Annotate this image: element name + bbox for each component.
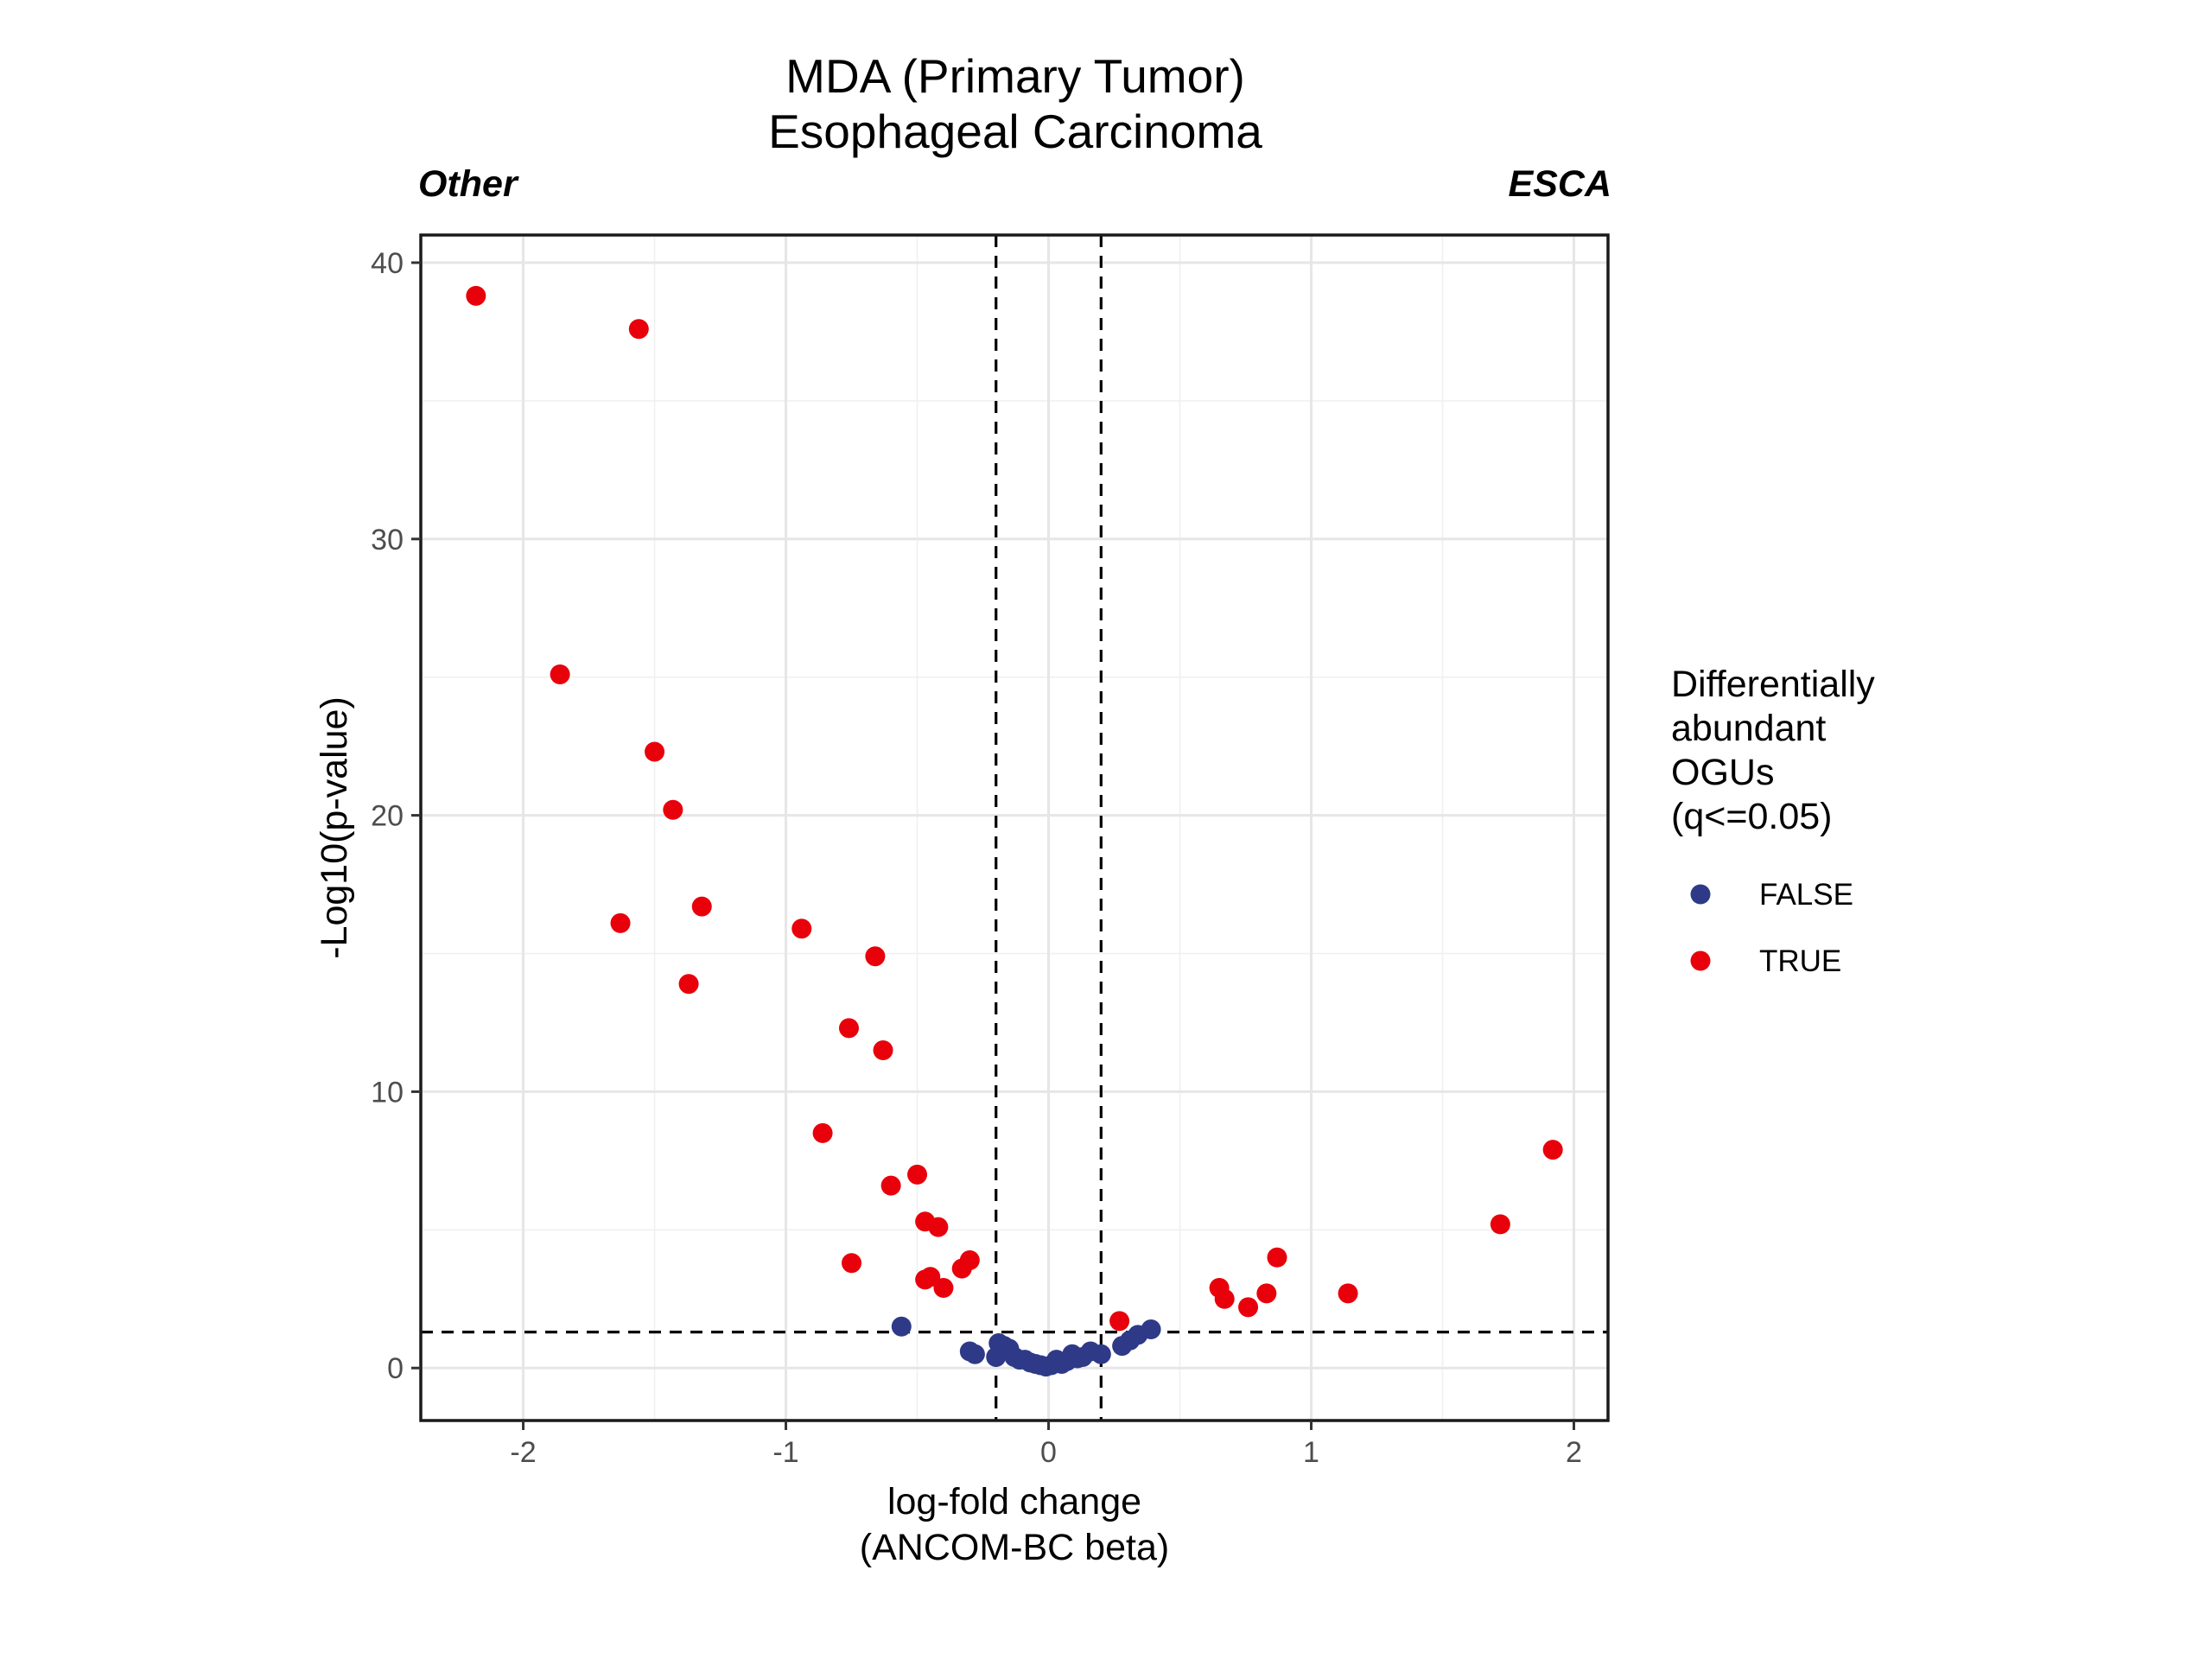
threshold-lines [421, 235, 1608, 1421]
data-point-true [873, 1039, 893, 1060]
data-point-true [907, 1164, 928, 1185]
legend-title-line-4: (q<=0.05) [1671, 796, 1832, 837]
data-point-true [1214, 1288, 1235, 1309]
plot-panel-border [419, 233, 1610, 1422]
data-point-true [951, 1258, 972, 1279]
x-tick-label: 1 [1303, 1436, 1319, 1469]
left-group-label: Other [418, 163, 519, 205]
data-point-false [964, 1344, 985, 1364]
y-tick-label: 10 [371, 1076, 404, 1109]
data-point-true [1338, 1283, 1358, 1304]
x-tick-label: 0 [1040, 1436, 1057, 1469]
data-point-true [865, 946, 886, 967]
legend-label-false: FALSE [1759, 878, 1853, 912]
data-point-true [1542, 1140, 1563, 1160]
x-tick-label: 2 [1566, 1436, 1582, 1469]
data-point-true [1490, 1214, 1510, 1235]
chart-title-line-1: MDA (Primary Tumor) [785, 49, 1245, 103]
y-tick-label: 0 [387, 1352, 404, 1385]
x-tick-label: -2 [510, 1436, 536, 1469]
data-point-true [915, 1269, 936, 1290]
data-point-true [1238, 1297, 1259, 1318]
chart-title-line-2: Esophageal Carcinoma [768, 105, 1262, 158]
data-point-true [466, 285, 486, 306]
legend-title-line-3: OGUs [1671, 752, 1774, 793]
legend: Differentially abundant OGUs (q<=0.05) F… [1671, 664, 1875, 978]
legend-key-true [1690, 950, 1711, 971]
legend-entries: FALSE TRUE [1690, 878, 1853, 978]
data-points [466, 285, 1563, 1377]
data-point-true [838, 1018, 859, 1039]
x-axis-title-line-1: log-fold change [887, 1481, 1141, 1522]
data-point-true [610, 912, 631, 933]
y-axis: 0 10 20 30 40 [371, 247, 421, 1385]
x-axis-title-line-2: (ANCOM-BC beta) [860, 1527, 1169, 1568]
data-point-true [678, 974, 699, 995]
data-point-true [842, 1253, 862, 1274]
data-point-false [891, 1316, 912, 1337]
legend-label-true: TRUE [1759, 944, 1841, 978]
y-tick-label: 40 [371, 247, 404, 280]
right-group-label: ESCA [1509, 163, 1611, 205]
data-point-true [628, 319, 649, 340]
data-point-true [550, 664, 570, 685]
data-point-true [1256, 1283, 1277, 1304]
data-point-true [1109, 1311, 1130, 1332]
data-point-true [933, 1277, 954, 1298]
data-point-true [1267, 1247, 1287, 1268]
y-axis-title: -Log10(p-value) [314, 696, 355, 959]
y-tick-label: 20 [371, 800, 404, 833]
data-point-true [928, 1217, 949, 1237]
data-point-false [1090, 1344, 1111, 1364]
legend-title-line-1: Differentially [1671, 664, 1875, 705]
data-point-true [880, 1175, 901, 1196]
legend-key-false [1690, 884, 1711, 905]
legend-title-line-2: abundant [1671, 708, 1826, 749]
data-point-true [645, 741, 665, 762]
data-point-true [812, 1122, 833, 1143]
data-point-true [791, 918, 812, 939]
data-point-true [691, 896, 712, 917]
data-point-false [1141, 1319, 1161, 1339]
data-point-true [663, 799, 683, 820]
x-axis: -2 -1 0 1 2 [510, 1421, 1582, 1469]
x-tick-label: -1 [772, 1436, 798, 1469]
y-tick-label: 30 [371, 524, 404, 556]
